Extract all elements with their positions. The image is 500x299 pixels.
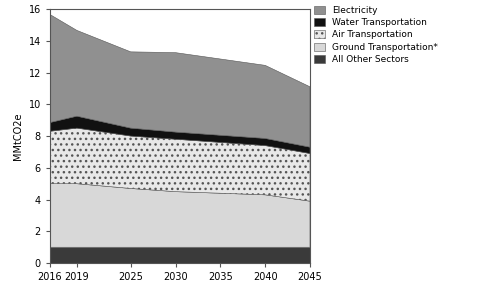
Legend: Electricity, Water Transportation, Air Transportation, Ground Transportation*, A: Electricity, Water Transportation, Air T… — [312, 4, 440, 66]
Y-axis label: MMtCO2e: MMtCO2e — [13, 112, 23, 160]
